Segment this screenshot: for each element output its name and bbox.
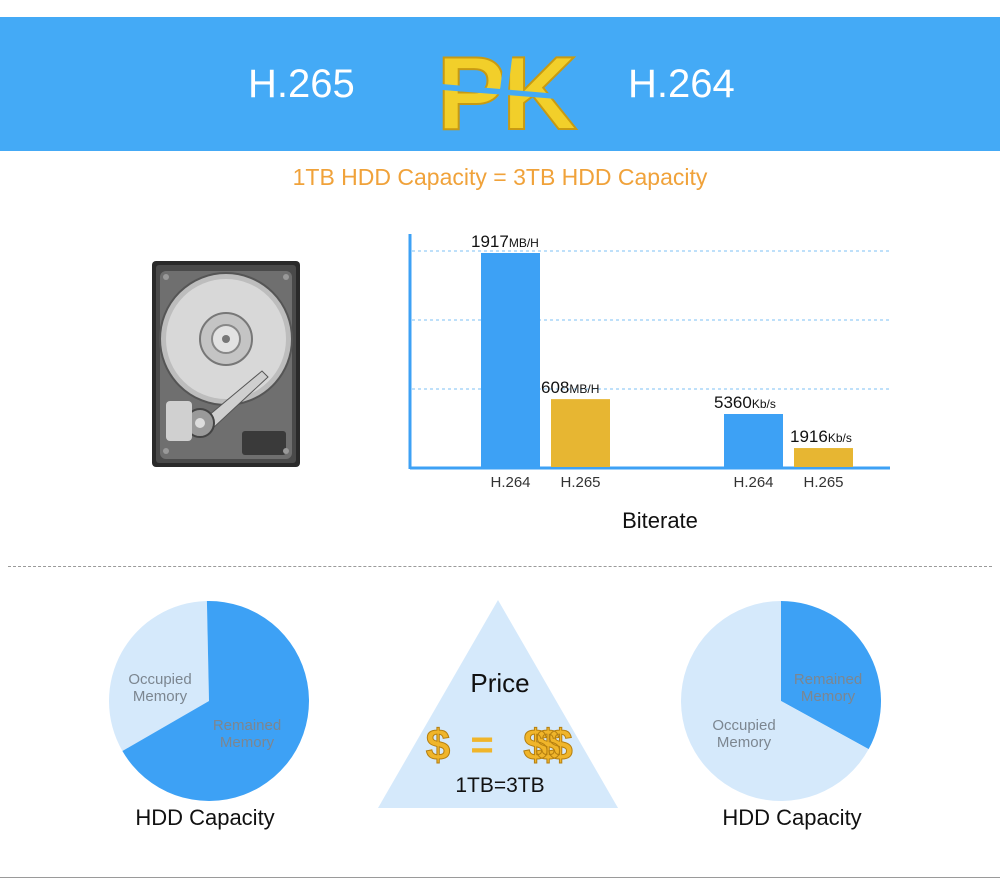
price-title: Price <box>470 668 530 698</box>
pie-right-caption: HDD Capacity <box>722 805 862 830</box>
price-triangle <box>378 600 618 808</box>
pie-left-remained-label: Remained Memory <box>212 717 282 751</box>
pie-right-remained-label: Remained Memory <box>793 671 863 705</box>
bar-h265-group-2 <box>794 448 853 467</box>
bar-h264-group-1 <box>481 253 540 467</box>
section-divider <box>8 566 992 567</box>
banner-right-codec: H.264 <box>628 62 735 106</box>
single-dollar-icon: $ <box>426 721 450 768</box>
banner-left-codec: H.265 <box>248 62 355 106</box>
bar-h264-group-2 <box>724 414 783 467</box>
hard-disk-drive-icon <box>152 261 300 467</box>
x-tick-label: H.264 <box>490 474 530 491</box>
pie-slice-remained-memory <box>781 601 881 750</box>
pie-slice-occupied-memory <box>109 601 209 751</box>
bar-value-label: 5360Kb/s <box>714 393 776 412</box>
capacity-subtitle: 1TB HDD Capacity = 3TB HDD Capacity <box>292 164 708 190</box>
biterate-bar-chart: 1917MB/H H.264 608MB/H H.265 5360Kb/s H.264 19… <box>408 232 890 491</box>
hdd-capacity-pie-h265 <box>109 601 309 801</box>
chart-title: Biterate <box>622 508 698 533</box>
bottom-border <box>0 877 1000 878</box>
pie-slice-remained-memory <box>122 601 309 801</box>
bar-value-label: 608MB/H <box>541 378 599 397</box>
pie-slice-occupied-memory <box>681 601 869 801</box>
price-triangle-shape <box>378 600 618 808</box>
pk-crack-vertical <box>494 43 514 137</box>
bar-h265-group-1 <box>551 399 610 467</box>
equals-icon: = <box>470 723 493 767</box>
pie-left-occupied-label: Occupied Memory <box>128 671 192 705</box>
x-tick-label: H.265 <box>803 474 843 491</box>
triple-dollar-icon: $$$ <box>523 721 572 768</box>
price-money-row: $ = $$$ <box>425 721 580 769</box>
pie-left-caption: HDD Capacity <box>135 805 275 830</box>
bar-value-label: 1917MB/H <box>471 232 539 251</box>
pk-logo: PK <box>430 37 582 147</box>
header-banner: H.265 PK H.264 <box>0 17 1000 151</box>
x-tick-label: H.264 <box>733 474 773 491</box>
hdd-capacity-pie-h264 <box>681 601 881 801</box>
x-tick-label: H.265 <box>560 474 600 491</box>
bar-value-label: 1916Kb/s <box>790 427 852 446</box>
price-equation: 1TB=3TB <box>455 774 545 797</box>
pie-right-occupied-label: Occupied Memory <box>712 717 776 751</box>
